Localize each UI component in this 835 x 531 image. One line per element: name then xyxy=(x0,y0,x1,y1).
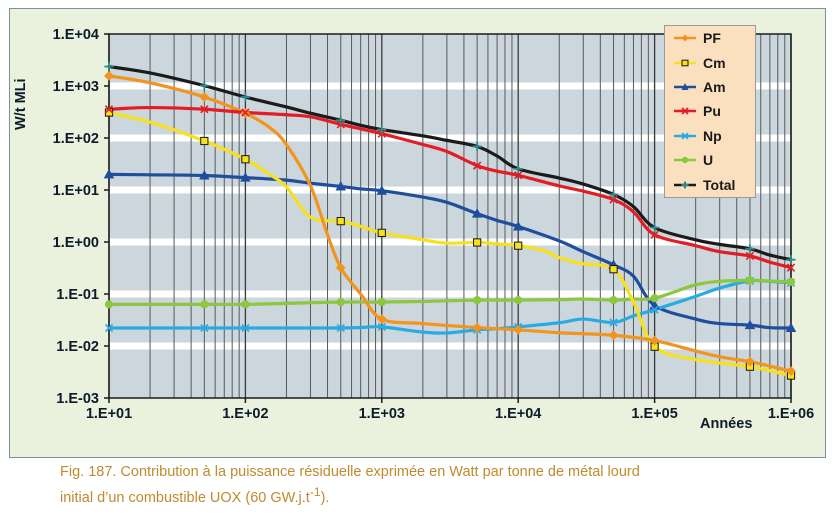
svg-text:1.E+02: 1.E+02 xyxy=(222,406,268,422)
svg-text:1.E+01: 1.E+01 xyxy=(53,183,99,199)
svg-text:1.E+00: 1.E+00 xyxy=(53,235,99,251)
svg-text:1.E+04: 1.E+04 xyxy=(53,27,99,43)
svg-text:1.E+03: 1.E+03 xyxy=(53,79,99,95)
svg-text:1.E+05: 1.E+05 xyxy=(631,406,677,422)
svg-text:1.E+01: 1.E+01 xyxy=(86,406,132,422)
svg-text:1.E+03: 1.E+03 xyxy=(359,406,405,422)
svg-text:1.E-01: 1.E-01 xyxy=(56,287,99,303)
svg-text:1.E+06: 1.E+06 xyxy=(768,406,814,422)
svg-text:1.E-02: 1.E-02 xyxy=(56,339,99,355)
svg-text:1.E+02: 1.E+02 xyxy=(53,131,99,147)
svg-text:1.E-03: 1.E-03 xyxy=(56,391,99,407)
svg-text:1.E+04: 1.E+04 xyxy=(495,406,541,422)
